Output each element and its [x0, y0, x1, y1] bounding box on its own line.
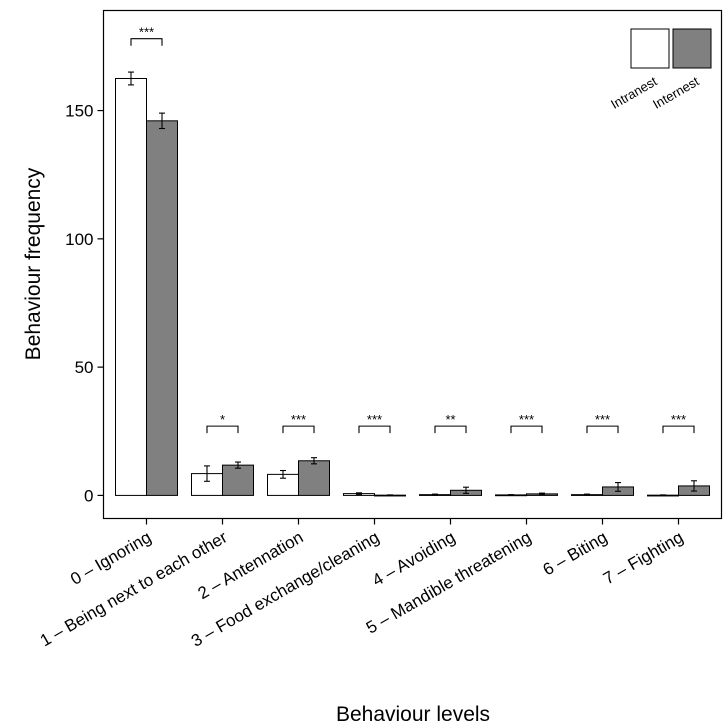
significance-bracket	[510, 425, 543, 434]
y-axis-title: Behaviour frequency	[22, 167, 45, 360]
bars	[115, 71, 710, 497]
y-tick-label: 100	[65, 230, 93, 249]
significance-bracket	[358, 425, 391, 434]
significance-label: **	[445, 412, 455, 427]
legend-label: Internest	[650, 73, 702, 111]
bar-internest	[146, 120, 178, 496]
x-tick-label: 7 – Fighting	[600, 528, 686, 589]
y-tick-label: 0	[84, 486, 93, 505]
significance-bracket	[586, 425, 619, 434]
significance-bracket	[206, 425, 239, 434]
y-tick-label: 50	[75, 358, 94, 377]
legend-swatch	[672, 28, 712, 69]
significance-label: ***	[367, 412, 382, 427]
bar-intranest	[115, 77, 147, 496]
significance-brackets: **** *** *** ** *** *** ***	[130, 25, 695, 434]
significance-label: *	[220, 412, 225, 427]
legend-label: Intranest	[608, 73, 660, 111]
significance-label: ***	[291, 412, 306, 427]
bar-internest	[222, 464, 254, 496]
significance-label: ***	[519, 412, 534, 427]
plot-frame	[102, 9, 723, 520]
x-axis-title: Behaviour levels	[336, 703, 490, 726]
significance-bracket	[662, 425, 695, 434]
significance-label: ***	[671, 412, 686, 427]
significance-bracket	[282, 425, 315, 434]
significance-bracket	[434, 425, 467, 434]
bar-internest	[298, 460, 330, 496]
y-tick-label: 150	[65, 102, 93, 121]
significance-bracket	[130, 38, 163, 46]
significance-label: ***	[139, 25, 154, 40]
legend-swatch	[630, 28, 670, 69]
y-axis: 0 50 100 150	[65, 102, 104, 505]
significance-label: ***	[595, 412, 610, 427]
